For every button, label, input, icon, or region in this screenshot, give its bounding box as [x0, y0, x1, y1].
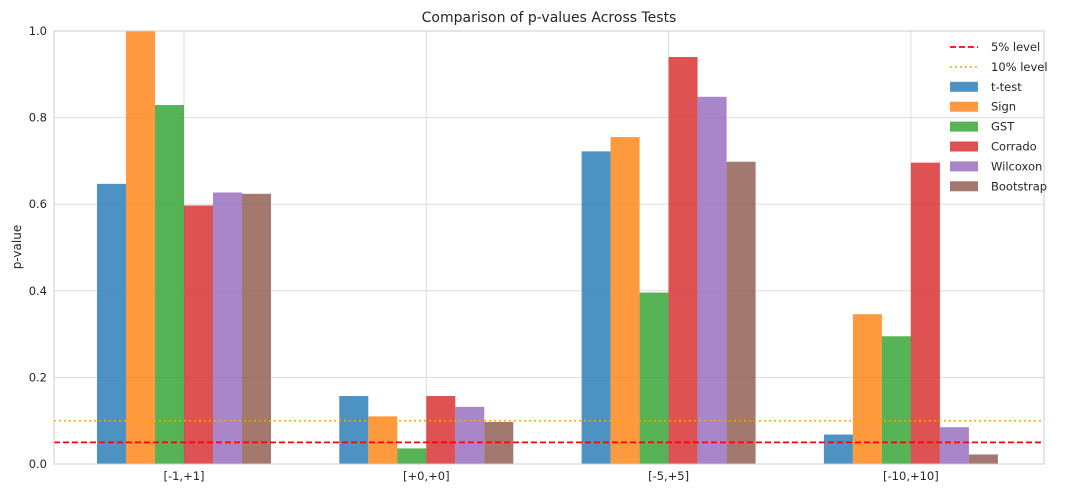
bar-wilcoxon-3 — [939, 427, 969, 464]
bar-gst-2 — [639, 292, 669, 464]
bar-gst-3 — [881, 336, 911, 464]
y-tick-label: 0.8 — [29, 111, 47, 125]
legend-swatch-wilcoxon — [950, 161, 978, 172]
x-tick-label: [-1,+1] — [163, 469, 204, 483]
chart-title: Comparison of p-values Across Tests — [422, 10, 677, 26]
bar-t-test-1 — [339, 396, 369, 464]
bar-corrado-1 — [426, 396, 456, 464]
bar-sign-2 — [610, 137, 640, 464]
y-tick-label: 0.6 — [29, 197, 47, 211]
y-tick-label: 0.4 — [29, 284, 47, 298]
bar-wilcoxon-2 — [697, 96, 727, 464]
legend-swatch-corrado — [950, 141, 978, 152]
bar-sign-3 — [852, 314, 882, 464]
legend-label-sign: Sign — [991, 100, 1016, 114]
bar-t-test-0 — [97, 183, 126, 464]
y-tick-label: 0.0 — [29, 457, 47, 471]
bar-bootstrap-2 — [726, 161, 756, 465]
legend-label-corrado: Corrado — [991, 140, 1037, 154]
bar-gst-0 — [155, 105, 184, 464]
legend-label-wilcoxon: Wilcoxon — [991, 159, 1042, 173]
legend: 5% level 10% level t-test Sign GST Corrado Wil… — [950, 40, 1048, 193]
reference-lines — [54, 419, 1044, 444]
bar-bootstrap-3 — [968, 454, 998, 464]
x-tick-label: [+0,+0] — [403, 469, 450, 483]
legend-label-bootstrap: Bootstrap — [991, 179, 1047, 193]
legend-label-10-level: 10% level — [991, 60, 1048, 74]
legend-label-gst: GST — [991, 120, 1015, 134]
bars — [97, 31, 998, 465]
bar-corrado-3 — [910, 162, 940, 464]
y-tick-label: 1.0 — [29, 24, 47, 38]
plot-frame — [53, 30, 1045, 465]
bar-bootstrap-0 — [242, 193, 271, 465]
bar-wilcoxon-0 — [213, 192, 242, 464]
y-axis-ticks: 0.0 0.2 0.4 0.6 0.8 1.0 — [29, 24, 47, 471]
bar-wilcoxon-1 — [455, 406, 485, 464]
legend-swatch-t-test — [950, 81, 978, 92]
bar-corrado-2 — [668, 56, 698, 464]
bar-corrado-0 — [184, 205, 213, 464]
x-tick-label: [-10,+10] — [883, 469, 939, 483]
legend-label-t-test: t-test — [991, 80, 1022, 94]
legend-swatch-gst — [950, 121, 978, 132]
legend-swatch-bootstrap — [950, 181, 978, 192]
y-axis-label: p-value — [10, 225, 24, 269]
bar-t-test-2 — [581, 151, 611, 464]
bar-gst-1 — [397, 448, 427, 464]
bar-sign-1 — [368, 416, 398, 464]
legend-swatch-sign — [950, 101, 978, 112]
x-tick-label: [-5,+5] — [648, 469, 689, 483]
bar-t-test-3 — [823, 434, 853, 464]
y-tick-label: 0.2 — [29, 370, 47, 384]
bar-sign-0 — [126, 31, 155, 464]
x-axis-ticks: [-1,+1] [+0,+0] [-5,+5] [-10,+10] — [163, 469, 938, 483]
legend-label-5-level: 5% level — [991, 40, 1040, 54]
